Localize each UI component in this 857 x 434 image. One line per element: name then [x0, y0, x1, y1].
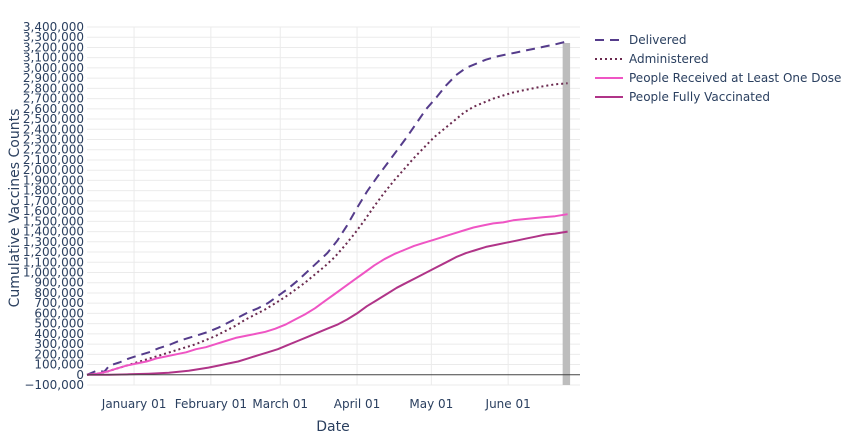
- y-tick-label: 600,000: [34, 306, 84, 320]
- y-tick-label: 300,000: [34, 337, 84, 351]
- y-tick-label: 800,000: [34, 286, 84, 300]
- y-tick-label: 2,000,000: [23, 163, 84, 177]
- y-tick-label: 200,000: [34, 347, 84, 361]
- legend-label-delivered: Delivered: [629, 33, 686, 47]
- y-tick-label: 1,700,000: [23, 194, 84, 208]
- legend-item-administered[interactable]: Administered: [595, 52, 709, 66]
- y-tick-label: 700,000: [34, 296, 84, 310]
- y-tick-label: 1,500,000: [23, 214, 84, 228]
- y-tick-label: 2,400,000: [23, 122, 84, 136]
- y-tick-label: 1,800,000: [23, 184, 84, 198]
- y-tick-label: 1,300,000: [23, 235, 84, 249]
- series-line-administered: [86, 82, 568, 376]
- y-tick-label: 3,100,000: [23, 51, 84, 65]
- y-tick-label: 3,200,000: [23, 40, 84, 54]
- y-tick-label: 2,800,000: [23, 81, 84, 95]
- grid-layer: [87, 26, 580, 386]
- y-tick-label: 3,300,000: [23, 30, 84, 44]
- legend-item-delivered[interactable]: Delivered: [595, 33, 686, 47]
- y-axis-title: Cumulative Vaccines Counts: [7, 109, 23, 308]
- series-line-delivered: [86, 40, 568, 376]
- x-tick-label: March 01: [252, 397, 308, 411]
- y-tick-label: 3,000,000: [23, 61, 84, 75]
- series-layer: [86, 40, 568, 376]
- y-tick-label: 2,100,000: [23, 153, 84, 167]
- x-axis-title: Date: [316, 419, 349, 434]
- y-tick-label: 1,000,000: [23, 265, 84, 279]
- legend-label-administered: Administered: [629, 52, 709, 66]
- legend-item-at-least-one-dose[interactable]: People Received at Least One Dose: [595, 71, 841, 85]
- legend-item-fully-vaccinated[interactable]: People Fully Vaccinated: [595, 90, 770, 104]
- y-tick-label: 100,000: [34, 358, 84, 372]
- series-line-people-fully-vaccinated: [87, 230, 568, 376]
- y-tick-label: 0: [76, 368, 84, 382]
- y-tick-label: 1,100,000: [23, 255, 84, 269]
- legend[interactable]: Delivered Administered People Received a…: [595, 33, 841, 104]
- y-tick-label: 2,700,000: [23, 92, 84, 106]
- y-tick-label: 900,000: [34, 276, 84, 290]
- y-tick-labels: −100,0000100,000200,000300,000400,000500…: [23, 20, 84, 392]
- x-tick-label: February 01: [175, 397, 247, 411]
- x-tick-label: January 01: [101, 397, 167, 411]
- y-tick-label: 500,000: [34, 317, 84, 331]
- y-tick-label: 1,200,000: [23, 245, 84, 259]
- series-line-people-received-at-least-one-dose: [86, 213, 568, 376]
- y-tick-label: 3,400,000: [23, 20, 84, 34]
- legend-label-fully-vaccinated: People Fully Vaccinated: [629, 90, 770, 104]
- y-tick-label: 1,600,000: [23, 204, 84, 218]
- y-tick-label: −100,000: [24, 378, 84, 392]
- y-tick-label: 2,500,000: [23, 112, 84, 126]
- x-tick-label: June 01: [485, 397, 531, 411]
- y-tick-label: 2,200,000: [23, 143, 84, 157]
- x-tick-labels: January 01 February 01 March 01 April 01 May…: [101, 397, 531, 411]
- y-tick-label: 400,000: [34, 327, 84, 341]
- x-tick-label: May 01: [409, 397, 453, 411]
- x-tick-label: April 01: [334, 397, 381, 411]
- y-tick-label: 2,900,000: [23, 71, 84, 85]
- y-tick-label: 1,900,000: [23, 173, 84, 187]
- legend-label-at-least-one-dose: People Received at Least One Dose: [629, 71, 841, 85]
- y-tick-label: 2,300,000: [23, 133, 84, 147]
- y-tick-label: 1,400,000: [23, 225, 84, 239]
- y-tick-label: 2,600,000: [23, 102, 84, 116]
